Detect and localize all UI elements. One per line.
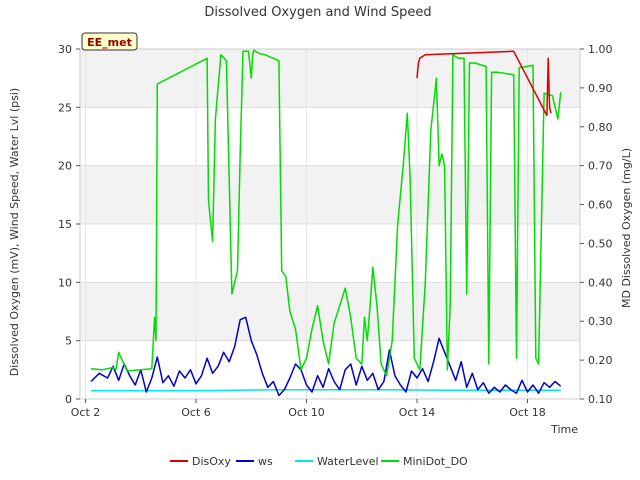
- series-line-disoxy: [416, 50, 552, 117]
- series-line-waterlevel: [91, 388, 561, 392]
- y2-tick-label: 1.00: [588, 43, 613, 56]
- legend-item: ws: [236, 455, 273, 468]
- y-tick-label: 0: [65, 393, 72, 406]
- plot-band: [80, 49, 580, 108]
- y-axis-label: Dissolved Oxygen (mV), Wind Speed, Water…: [8, 88, 21, 376]
- legend-item: DisOxy: [170, 455, 231, 468]
- x-tick-label: Oct 6: [181, 406, 211, 419]
- series-line-minidot_do: [90, 49, 562, 377]
- y2-tick-label: 0.30: [588, 315, 613, 328]
- y2-tick-label: 0.10: [588, 393, 613, 406]
- y-axis-left: 0 5 10 15 20 25 30: [58, 43, 80, 406]
- legend: DisOxy ws WaterLevel MiniDot_DO: [170, 455, 468, 468]
- x-axis-label: Time: [550, 423, 578, 436]
- y-tick-label: 30: [58, 43, 72, 56]
- legend-label: MiniDot_DO: [403, 455, 468, 468]
- y-tick-label: 10: [58, 276, 72, 289]
- y2-tick-label: 0.60: [588, 199, 613, 212]
- y2-tick-label: 0.20: [588, 354, 613, 367]
- y-tick-label: 20: [58, 160, 72, 173]
- x-axis: Oct 2 Oct 6 Oct 10 Oct 14 Oct 18: [71, 399, 546, 419]
- y2-axis-label: MD Dissolved Oxygen (mg/L): [620, 148, 633, 308]
- badge-label: EE_met: [87, 36, 132, 49]
- legend-label: WaterLevel: [317, 455, 379, 468]
- y2-tick-label: 0.70: [588, 160, 613, 173]
- y-tick-label: 15: [58, 218, 72, 231]
- series-layer: [90, 49, 562, 397]
- legend-item: WaterLevel: [295, 455, 379, 468]
- x-tick-label: Oct 10: [288, 406, 325, 419]
- y-tick-label: 5: [65, 335, 72, 348]
- x-tick-label: Oct 14: [399, 406, 436, 419]
- ee-met-badge: EE_met: [81, 32, 138, 51]
- y-tick-label: 25: [58, 101, 72, 114]
- y2-tick-label: 0.80: [588, 121, 613, 134]
- chart-title: Dissolved Oxygen and Wind Speed: [204, 5, 431, 20]
- plot-band: [80, 282, 580, 341]
- y2-tick-label: 0.90: [588, 82, 613, 95]
- legend-item: MiniDot_DO: [381, 455, 468, 468]
- x-tick-label: Oct 2: [71, 406, 101, 419]
- x-tick-label: Oct 18: [509, 406, 546, 419]
- y2-tick-label: 0.50: [588, 237, 613, 250]
- legend-label: DisOxy: [192, 455, 231, 468]
- plot-band: [80, 165, 580, 224]
- legend-label: ws: [258, 455, 273, 468]
- series-line-ws: [90, 316, 562, 397]
- y-axis-right: 0.10 0.20 0.30 0.40 0.50 0.60 0.70 0.80 0.90 1.00: [580, 43, 613, 406]
- y2-tick-label: 0.40: [588, 276, 613, 289]
